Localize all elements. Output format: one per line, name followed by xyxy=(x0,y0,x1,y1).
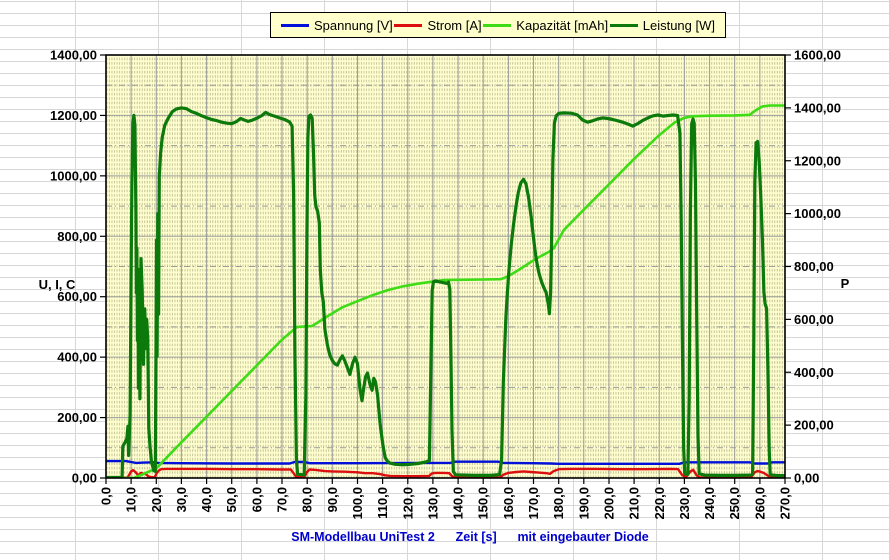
x-axis-tick-label: 200,0 xyxy=(602,487,617,520)
right-axis-tick-label: 400,00 xyxy=(794,365,834,380)
x-axis-tick-label: 170,0 xyxy=(526,487,541,520)
chart-legend[interactable]: Spannung [V] Strom [A] Kapazität [mAh] L… xyxy=(270,12,726,38)
right-axis-tick-label: 200,00 xyxy=(794,418,834,433)
legend-label-kapazitaet: Kapazität [mAh] xyxy=(516,17,609,33)
left-axis-tick-label: 800,00 xyxy=(57,229,97,244)
x-axis-tick-label: 90,0 xyxy=(325,487,340,512)
spannung-line-swatch xyxy=(281,23,309,27)
left-axis-tick-label: 400,00 xyxy=(57,350,97,365)
x-axis-tick-label: 150,0 xyxy=(476,487,491,520)
kapazitaet-line-swatch xyxy=(483,23,512,27)
x-axis-tick-label: 0,0 xyxy=(99,487,114,505)
x-axis-tick-label: 260,0 xyxy=(752,487,767,520)
series-line-kapazität xyxy=(106,104,785,478)
left-axis-tick-label: 1400,00 xyxy=(50,48,97,63)
chart-title: SM-Modellbau UniTest 2 Zeit [s] mit eing… xyxy=(291,530,649,544)
left-axis-tick-label: 1000,00 xyxy=(50,168,97,183)
leistung-line-swatch xyxy=(609,23,638,27)
x-axis-tick-label: 240,0 xyxy=(702,487,717,520)
series-line-leistung xyxy=(106,106,785,478)
x-axis-tick-label: 230,0 xyxy=(677,487,692,520)
legend-item-leistung[interactable]: Leistung [W] xyxy=(609,17,715,33)
x-axis-tick-label: 130,0 xyxy=(425,487,440,520)
legend-item-kapazitaet[interactable]: Kapazität [mAh] xyxy=(483,18,608,33)
x-axis-tick-label: 40,0 xyxy=(199,487,214,512)
x-axis-tick-label: 70,0 xyxy=(275,487,290,512)
legend-label-leistung: Leistung [W] xyxy=(642,17,715,33)
x-axis-tick-label: 110,0 xyxy=(375,487,390,519)
x-axis-tick-label: 120,0 xyxy=(400,487,415,520)
right-axis-tick-label: 1200,00 xyxy=(794,153,841,168)
x-axis-tick-label: 50,0 xyxy=(224,487,239,512)
right-axis-tick-label: 600,00 xyxy=(794,312,834,327)
x-axis-tick-label: 60,0 xyxy=(249,487,264,512)
legend-label-spannung: Spannung [V] xyxy=(314,17,393,33)
right-axis-title: P xyxy=(840,276,850,291)
left-axis-title: U, I, C xyxy=(38,277,76,292)
x-axis-tick-label: 210,0 xyxy=(627,487,642,520)
x-axis-tick-label: 160,0 xyxy=(501,487,516,520)
left-axis-tick-label: 1200,00 xyxy=(50,108,97,123)
x-axis-tick-label: 190,0 xyxy=(576,487,591,520)
right-axis-tick-label: 1000,00 xyxy=(794,206,841,221)
left-axis-tick-label: 0,00 xyxy=(72,471,97,486)
x-axis-tick-label: 80,0 xyxy=(300,487,315,512)
x-axis-tick-label: 180,0 xyxy=(551,487,566,520)
x-axis-tick-label: 270,0 xyxy=(778,487,793,520)
right-axis-tick-label: 0,00 xyxy=(794,471,819,486)
legend-label-strom: Strom [A] xyxy=(427,17,482,33)
strom-line-swatch xyxy=(394,23,423,27)
x-axis-tick-label: 140,0 xyxy=(451,487,466,520)
legend-item-strom[interactable]: Strom [A] xyxy=(394,17,482,33)
x-axis-tick-label: 250,0 xyxy=(727,487,742,520)
series-line-strom xyxy=(106,467,785,478)
x-axis-tick-label: 220,0 xyxy=(652,487,667,520)
x-axis-tick-label: 30,0 xyxy=(174,487,189,512)
right-axis-tick-label: 1400,00 xyxy=(794,100,841,115)
x-axis-tick-label: 10,0 xyxy=(124,487,139,512)
x-axis-tick-label: 20,0 xyxy=(149,487,164,512)
legend-item-spannung[interactable]: Spannung [V] xyxy=(281,18,393,33)
x-axis-tick-label: 100,0 xyxy=(350,487,365,520)
right-axis-tick-label: 1600,00 xyxy=(794,48,841,63)
left-axis-tick-label: 200,00 xyxy=(57,410,97,425)
right-axis-tick-label: 800,00 xyxy=(794,259,834,274)
left-axis-tick-label: 600,00 xyxy=(57,289,97,304)
